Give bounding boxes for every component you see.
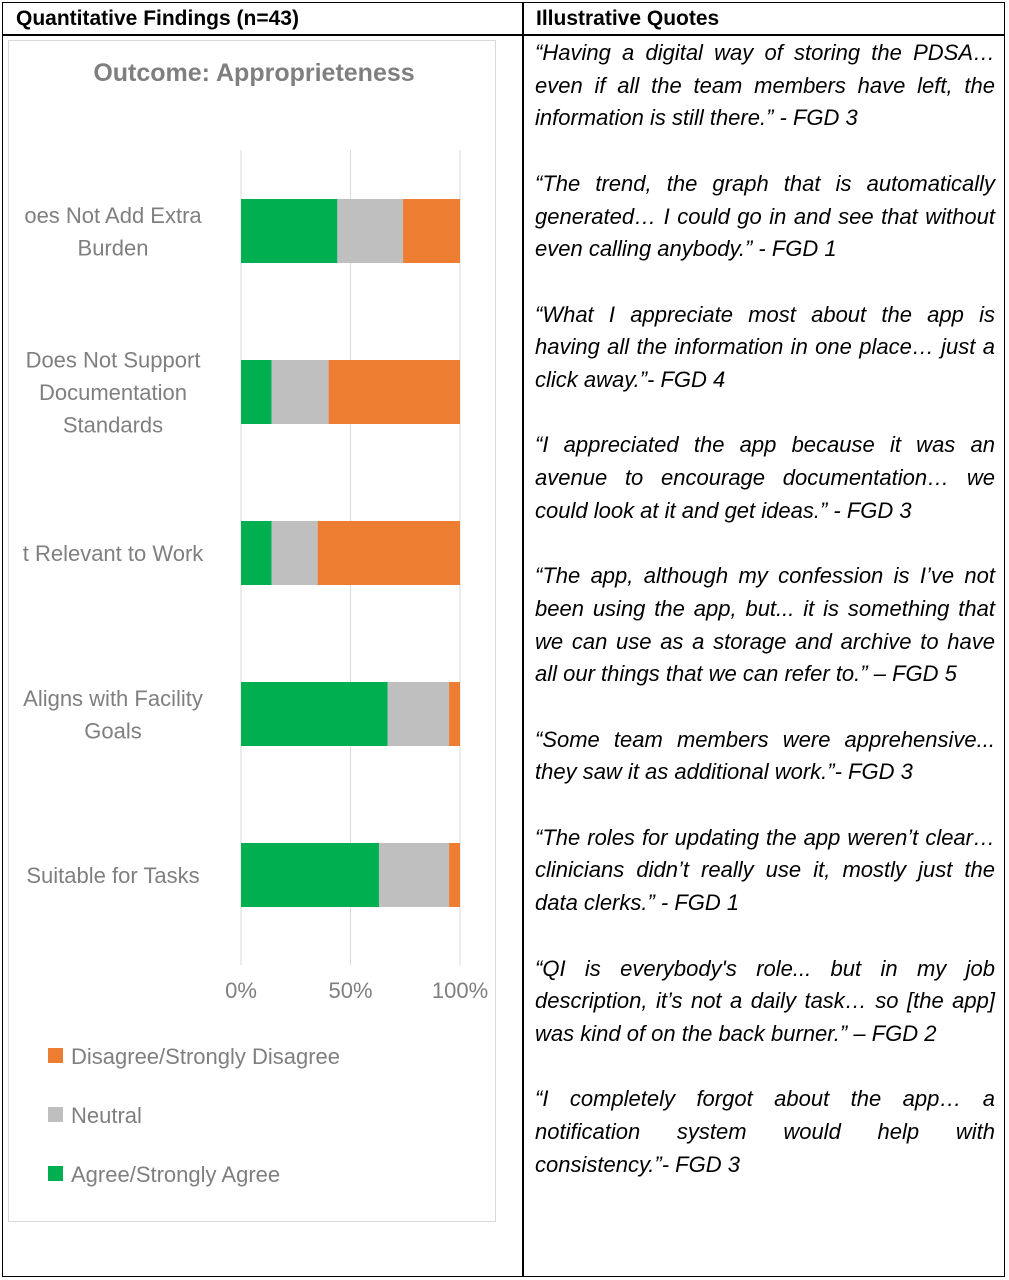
category-label-4-1: Aligns with Facility bbox=[23, 686, 203, 711]
bar-4-neutral bbox=[387, 682, 450, 746]
quote-8: “QI is everybody's role... but in my job… bbox=[535, 955, 995, 1046]
bar-4-agree-strongly-agree bbox=[241, 682, 388, 746]
bar-5-agree-strongly-agree bbox=[241, 843, 379, 907]
category-label-1-2: Burden bbox=[78, 235, 149, 260]
quote-6: “Some team members were apprehensive... … bbox=[535, 726, 995, 785]
column-divider bbox=[522, 2, 524, 1277]
x-tick-label-0: 0% bbox=[225, 978, 257, 1003]
category-label-1-1: oes Not Add Extra bbox=[24, 203, 202, 228]
category-label-4-2: Goals bbox=[84, 718, 141, 743]
chart-title: Outcome: Approprieteness bbox=[93, 59, 414, 87]
bar-2-neutral bbox=[271, 360, 329, 424]
quotes-column: “Having a digital way of storing the PDS… bbox=[535, 37, 995, 1214]
bar-1-neutral bbox=[337, 199, 404, 263]
bar-5-neutral bbox=[378, 843, 450, 907]
category-label-3-1: t Relevant to Work bbox=[23, 541, 205, 566]
category-label-5-1: Suitable for Tasks bbox=[26, 863, 199, 888]
legend-label-1: Disagree/Strongly Disagree bbox=[71, 1044, 340, 1069]
category-label-2-1: Does Not Support bbox=[26, 348, 201, 373]
bar-1-disagree-strongly-disagree bbox=[403, 199, 460, 263]
bar-1-agree-strongly-agree bbox=[241, 199, 338, 263]
appropriateness-chart: Outcome: Approprieteness oes Not Add Extr… bbox=[23, 59, 488, 1187]
quote-2: “The trend, the graph that is automatica… bbox=[535, 170, 995, 262]
bar-4-disagree-strongly-disagree bbox=[449, 682, 460, 746]
category-label-2-2: Documentation bbox=[39, 380, 187, 405]
header-quantitative-findings: Quantitative Findings (n=43) bbox=[16, 7, 299, 30]
x-tick-label-2: 100% bbox=[432, 978, 488, 1003]
bar-2-disagree-strongly-disagree bbox=[328, 360, 460, 424]
quote-3: “What I appreciate most about the app is… bbox=[535, 301, 995, 392]
bar-3-agree-strongly-agree bbox=[241, 521, 272, 585]
legend-swatch-2 bbox=[48, 1107, 63, 1122]
quote-7: “The roles for updating the app weren’t … bbox=[535, 824, 995, 916]
quote-9: “I completely forgot about the app… a no… bbox=[535, 1086, 995, 1177]
legend-swatch-3 bbox=[48, 1166, 63, 1181]
quote-1: “Having a digital way of storing the PDS… bbox=[535, 40, 995, 131]
legend-label-2: Neutral bbox=[71, 1103, 142, 1128]
bar-5-disagree-strongly-disagree bbox=[449, 843, 460, 907]
category-label-2-3: Standards bbox=[63, 413, 163, 438]
quote-4: “I appreciated the app because it was an… bbox=[535, 432, 995, 523]
x-tick-label-1: 50% bbox=[328, 978, 372, 1003]
bar-3-disagree-strongly-disagree bbox=[317, 521, 460, 585]
quote-5: “The app, although my confession is I’ve… bbox=[535, 563, 995, 687]
header-illustrative-quotes: Illustrative Quotes bbox=[536, 7, 720, 30]
legend-swatch-1 bbox=[48, 1048, 63, 1063]
header-divider bbox=[2, 34, 1005, 36]
bar-3-neutral bbox=[271, 521, 318, 585]
legend-label-3: Agree/Strongly Agree bbox=[71, 1162, 280, 1187]
bar-2-agree-strongly-agree bbox=[241, 360, 272, 424]
